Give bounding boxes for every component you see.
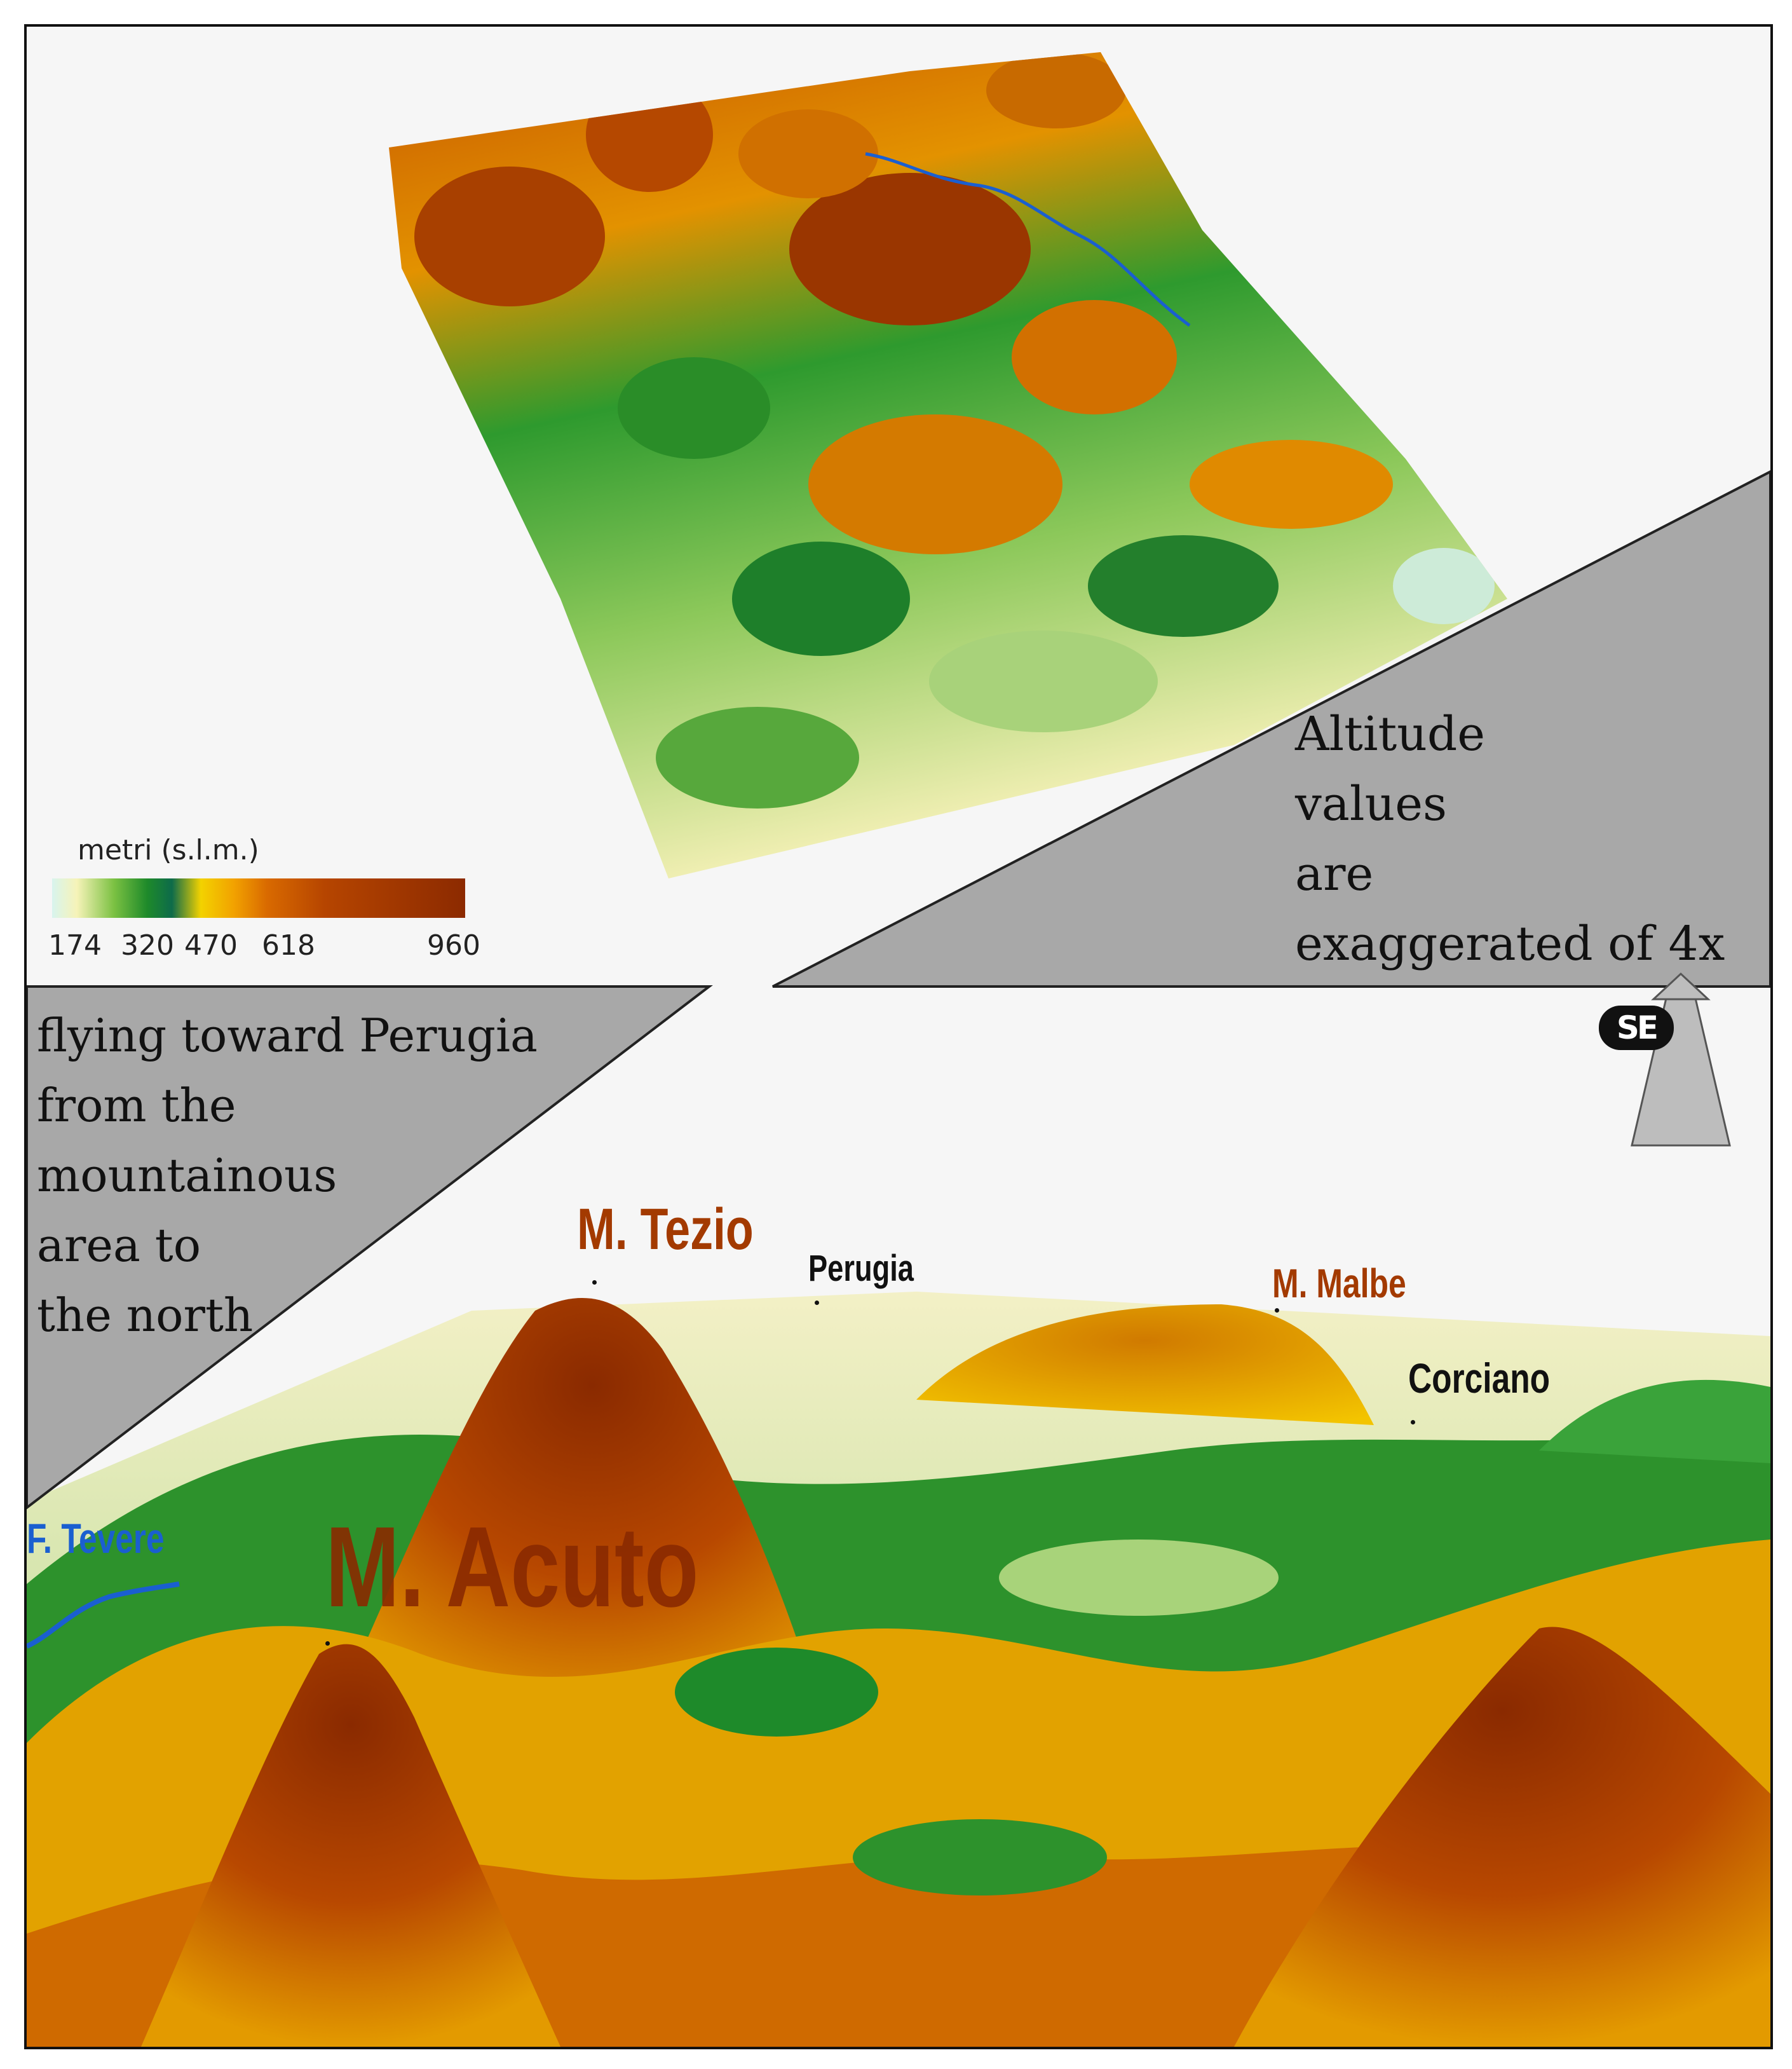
marker-m-malbe — [1275, 1308, 1279, 1313]
altitude-callout-box — [772, 470, 1770, 988]
river-top — [865, 152, 1191, 327]
dem-map-top — [389, 52, 1507, 878]
orientation-badge: SE — [1599, 1006, 1674, 1050]
legend-tick-470: 470 — [184, 929, 238, 962]
label-corciano: Corciano — [1408, 1355, 1551, 1402]
dem-perspective-view — [27, 1292, 1770, 2047]
marker-m-tezio — [592, 1280, 597, 1285]
label-perugia: Perugia — [808, 1248, 914, 1289]
marker-m-acuto — [325, 1641, 330, 1646]
flying-callout-text: flying toward Perugia from the mountaino… — [37, 1009, 538, 1342]
legend-tick-960: 960 — [427, 929, 480, 962]
marker-perugia — [815, 1301, 819, 1305]
label-tevere: F. Tevere — [27, 1515, 165, 1562]
flying-callout-box — [27, 985, 713, 1510]
callout-shapes — [27, 470, 1770, 1510]
legend-title: metri (s.l.m.) — [78, 834, 259, 866]
label-m-malbe: M. Malbe — [1272, 1260, 1406, 1306]
legend-tick-174: 174 — [48, 929, 102, 962]
legend-tick-618: 618 — [262, 929, 315, 962]
figure-frame: metri (s.l.m.) 174 320 470 618 960 Altit… — [24, 24, 1773, 2049]
river-tevere — [27, 1581, 180, 1649]
legend-tick-320: 320 — [121, 929, 174, 962]
label-m-acuto: M. Acuto — [325, 1503, 699, 1631]
legend-color-ramp — [52, 878, 465, 918]
altitude-callout-text: Altitude values are exaggerated of 4x — [1295, 707, 1725, 971]
label-m-tezio: M. Tezio — [577, 1197, 754, 1262]
marker-corciano — [1411, 1420, 1415, 1424]
